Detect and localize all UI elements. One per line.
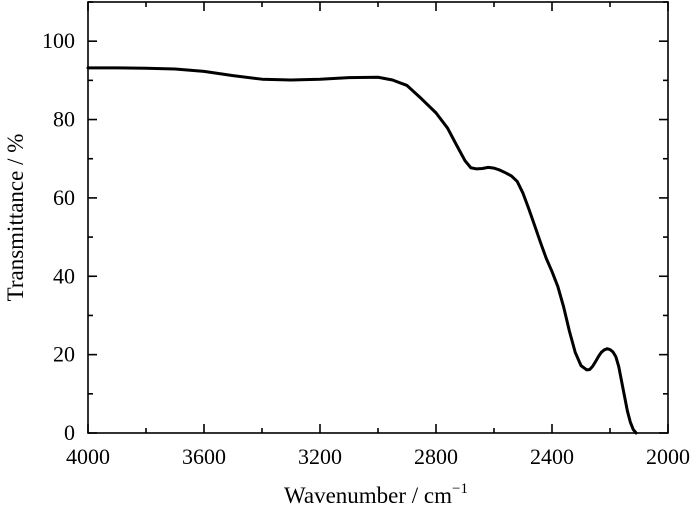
- x-axis-label: Wavenumber / cm−1: [284, 481, 468, 508]
- y-tick-label: 60: [53, 185, 75, 210]
- x-tick-label: 2000: [646, 444, 690, 469]
- series-line: [86, 66, 638, 435]
- x-axis-label-superscript: −1: [452, 481, 468, 497]
- y-tick-label: 40: [53, 263, 75, 288]
- x-tick-label: 3600: [182, 444, 226, 469]
- x-tick-label: 2400: [530, 444, 574, 469]
- y-tick-label: 20: [53, 342, 75, 367]
- x-tick-label: 3200: [298, 444, 342, 469]
- x-tick-labels: 4000 3600 3200 2800 2400 2000: [66, 444, 690, 469]
- y-tick-label: 80: [53, 107, 75, 132]
- x-tick-label: 2800: [414, 444, 458, 469]
- plot-frame: [87, 1, 669, 434]
- tick-marks: [87, 1, 669, 434]
- x-axis-label-text: Wavenumber / cm: [284, 483, 452, 508]
- x-tick-label: 4000: [66, 444, 110, 469]
- y-axis-label: Transmittance / %: [3, 134, 28, 302]
- y-tick-label: 100: [42, 28, 75, 53]
- y-tick-label: 0: [64, 420, 75, 445]
- y-tick-labels: 0 20 40 60 80 100: [42, 28, 75, 445]
